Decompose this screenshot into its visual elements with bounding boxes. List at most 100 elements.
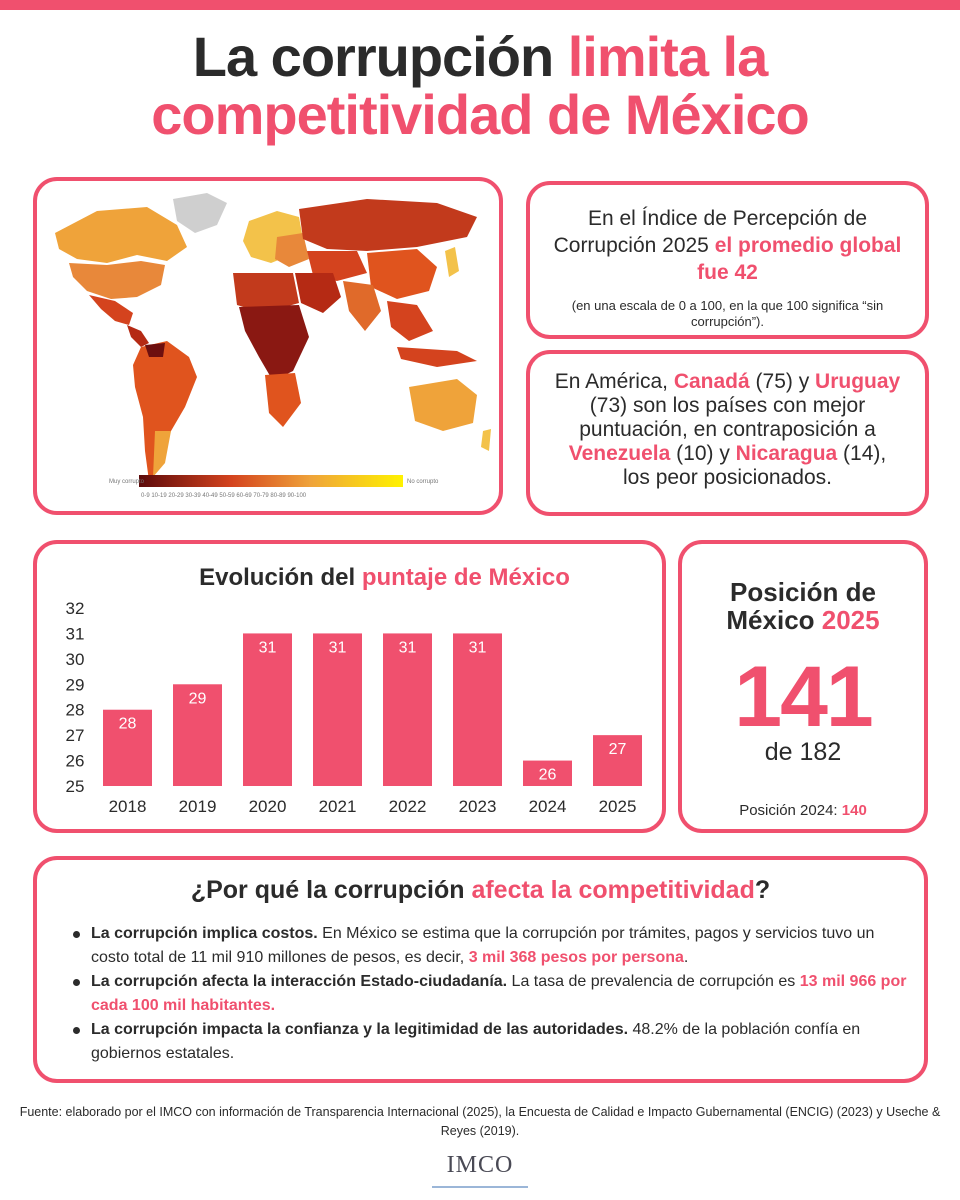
why-title-end: ? xyxy=(754,876,771,904)
x-tick-label: 2022 xyxy=(389,797,427,816)
bar-value-label: 27 xyxy=(609,741,627,758)
global-average-highlight: el promedio global fue 42 xyxy=(697,234,902,284)
map-region-japan xyxy=(445,247,459,277)
map-region-central-africa xyxy=(239,305,309,381)
why-item-costs: La corrupción implica costos. En México … xyxy=(73,922,913,970)
chart-title-highlight: puntaje de México xyxy=(361,564,570,591)
map-region-china xyxy=(367,249,437,299)
x-tick-label: 2025 xyxy=(599,797,637,816)
country-venezuela: Venezuela xyxy=(568,442,671,465)
bar-2019 xyxy=(173,684,222,786)
global-average-intro: En el Índice de Percepción de Corrupción… xyxy=(553,207,868,257)
position-of-total: de 182 xyxy=(764,738,842,766)
y-tick-label: 30 xyxy=(66,650,85,669)
title-highlight2: competitividad de México xyxy=(151,83,809,146)
position-card: Posición de México 2025 141 de 182 Posic… xyxy=(678,540,928,833)
map-region-australia xyxy=(409,379,477,431)
x-tick-label: 2024 xyxy=(529,797,567,816)
bar-value-label: 31 xyxy=(399,639,417,656)
bar-value-label: 26 xyxy=(539,767,557,784)
y-tick-label: 27 xyxy=(66,726,85,745)
map-region-southern-africa xyxy=(265,373,301,427)
country-canada: Canadá xyxy=(673,370,750,393)
map-region-middle-east xyxy=(295,273,341,313)
map-region-central-america xyxy=(127,325,149,347)
map-region-indonesia xyxy=(397,347,477,367)
why-item-text: En México se estima que la corrupción po… xyxy=(91,925,875,966)
why-item-end: . xyxy=(683,949,689,966)
x-tick-label: 2020 xyxy=(249,797,287,816)
position-rank: 141 xyxy=(734,649,874,745)
why-item-highlight: 3 mil 368 pesos por persona xyxy=(468,949,684,966)
country-uruguay: Uruguay xyxy=(815,370,901,393)
imco-logo: IMCO xyxy=(420,1152,540,1192)
score-bar-chart: 25 26 27 28 29 30 31 32 28 2018 29 2019 31 2020 31 2021… xyxy=(66,599,642,816)
bar-2024 xyxy=(523,760,572,786)
x-tick-label: 2018 xyxy=(109,797,147,816)
chart-title: Evolución del puntaje de México xyxy=(37,564,662,592)
top-accent-bar xyxy=(0,0,960,10)
previous-position-label: Posición 2024: xyxy=(739,802,842,819)
bar-2025 xyxy=(593,735,642,786)
bar-2018 xyxy=(103,709,152,786)
world-map-card: Muy corrupto No corrupto 0-9 10-19 20-29… xyxy=(33,177,503,515)
position-title-line1: Posición de xyxy=(730,577,876,607)
position-title: Posición de México 2025 xyxy=(682,578,924,634)
america-text-2: (75) y xyxy=(749,370,816,393)
map-legend-gradient xyxy=(139,475,403,487)
bar-2023 xyxy=(453,633,502,786)
page-title: La corrupción limita la competitividad d… xyxy=(0,28,960,144)
america-text-4: (10) y xyxy=(670,442,736,465)
why-title-highlight: afecta la competitividad xyxy=(471,876,755,904)
why-item-trust: La corrupción impacta la confianza y la … xyxy=(73,1018,913,1066)
map-region-southeast-asia xyxy=(387,301,433,341)
y-tick-label: 25 xyxy=(66,777,85,796)
america-text-5: (14), los peor posicionados. xyxy=(623,442,887,489)
map-legend-low-label: Muy corrupto xyxy=(109,479,145,485)
map-region-usa xyxy=(69,261,165,299)
y-tick-label: 32 xyxy=(66,599,85,618)
title-highlight1: limita la xyxy=(567,25,769,88)
x-tick-label: 2023 xyxy=(459,797,497,816)
previous-position-value: 140 xyxy=(841,802,867,819)
map-region-new-zealand xyxy=(481,429,491,451)
why-item-text: La tasa de prevalencia de corrupción es xyxy=(507,973,800,990)
why-item-highlight: 13 mil 966 por cada 100 mil habitantes. xyxy=(91,973,907,1014)
map-region-north-africa xyxy=(233,273,299,313)
imco-logo-text: IMCO xyxy=(446,1152,514,1178)
why-title: ¿Por qué la corrupción afecta la competi… xyxy=(37,876,924,905)
source-note: Fuente: elaborado por el IMCO con inform… xyxy=(19,1105,941,1138)
imco-logo-underline xyxy=(432,1186,528,1188)
bar-value-label: 29 xyxy=(189,690,207,707)
y-tick-label: 28 xyxy=(66,701,85,720)
country-nicaragua: Nicaragua xyxy=(735,442,838,465)
map-region-south-asia xyxy=(343,281,381,331)
america-text-1: En América, xyxy=(554,370,674,393)
why-item-bold: La corrupción implica costos. xyxy=(91,925,318,942)
why-title-part1: ¿Por qué la corrupción xyxy=(190,876,472,904)
title-part1: La corrupción xyxy=(192,25,568,88)
map-region-greenland xyxy=(173,193,227,233)
score-evolution-card: Evolución del puntaje de México 25 26 27 28… xyxy=(33,540,666,833)
bar-2022 xyxy=(383,633,432,786)
map-legend-high-label: No corrupto xyxy=(407,479,439,485)
bar-2020 xyxy=(243,633,292,786)
position-title-mexico: México xyxy=(726,605,822,635)
map-region-canada xyxy=(55,207,187,263)
x-tick-label: 2021 xyxy=(319,797,357,816)
bar-value-label: 31 xyxy=(329,639,347,656)
america-text-3: (73) son los países con mejor puntuación… xyxy=(579,394,876,441)
bar-2021 xyxy=(313,633,362,786)
map-region-russia xyxy=(299,199,477,251)
map-region-south-america xyxy=(133,341,197,481)
why-card: ¿Por qué la corrupción afecta la competi… xyxy=(33,856,928,1083)
previous-position: Posición 2024: 140 xyxy=(682,802,924,819)
map-region-mexico xyxy=(89,295,133,325)
america-card: En América, Canadá (75) y Uruguay (73) s… xyxy=(526,350,929,516)
global-average-text: En el Índice de Percepción de Corrupción… xyxy=(548,205,907,286)
y-tick-label: 31 xyxy=(66,624,85,643)
map-region-venezuela xyxy=(145,343,165,357)
bar-value-label: 31 xyxy=(259,639,277,656)
map-region-eastern-europe xyxy=(275,233,309,267)
why-item-interaction: La corrupción afecta la interacción Esta… xyxy=(73,970,913,1018)
